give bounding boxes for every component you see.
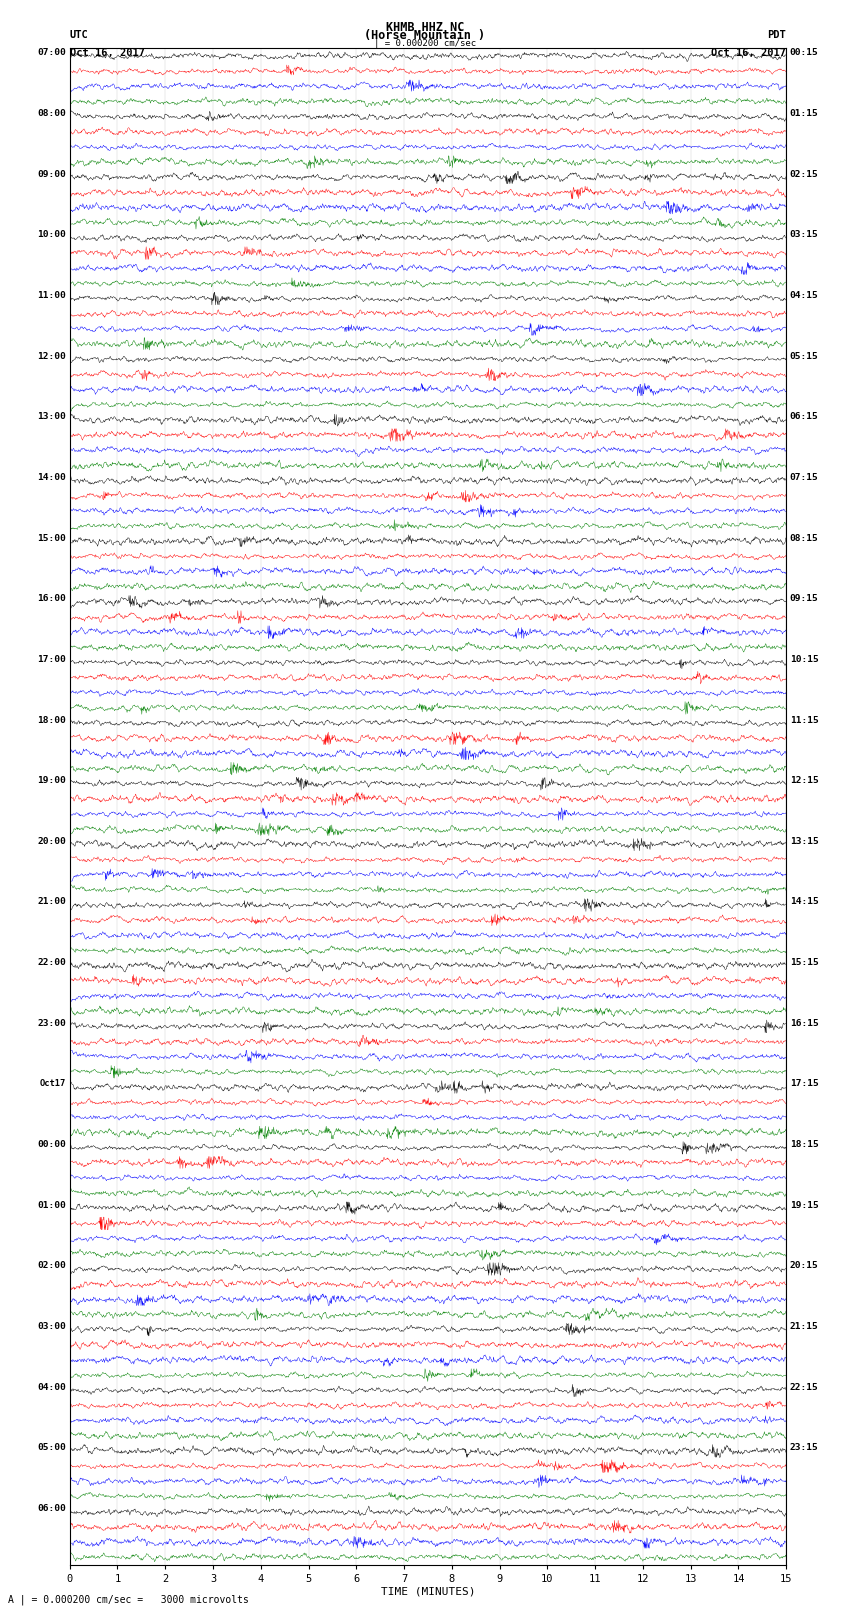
- Text: 16:15: 16:15: [790, 1019, 819, 1027]
- Text: 21:15: 21:15: [790, 1323, 819, 1331]
- Text: 09:15: 09:15: [790, 594, 819, 603]
- Text: 03:00: 03:00: [37, 1323, 66, 1331]
- Text: 23:00: 23:00: [37, 1019, 66, 1027]
- Text: 02:00: 02:00: [37, 1261, 66, 1271]
- Text: KHMB HHZ NC: KHMB HHZ NC: [386, 21, 464, 34]
- Text: (Horse Mountain ): (Horse Mountain ): [365, 29, 485, 42]
- Text: 00:15: 00:15: [790, 48, 819, 58]
- Text: 02:15: 02:15: [790, 169, 819, 179]
- Text: 09:00: 09:00: [37, 169, 66, 179]
- Text: 16:00: 16:00: [37, 594, 66, 603]
- Text: | = 0.000200 cm/sec: | = 0.000200 cm/sec: [374, 39, 476, 48]
- Text: 18:15: 18:15: [790, 1140, 819, 1148]
- Text: 20:15: 20:15: [790, 1261, 819, 1271]
- Text: 23:15: 23:15: [790, 1444, 819, 1452]
- Text: 08:15: 08:15: [790, 534, 819, 542]
- Text: 21:00: 21:00: [37, 897, 66, 907]
- Text: 05:00: 05:00: [37, 1444, 66, 1452]
- Text: 01:00: 01:00: [37, 1200, 66, 1210]
- Text: 13:15: 13:15: [790, 837, 819, 845]
- Text: 01:15: 01:15: [790, 110, 819, 118]
- Text: 03:15: 03:15: [790, 231, 819, 239]
- Text: 20:00: 20:00: [37, 837, 66, 845]
- Text: Oct17: Oct17: [40, 1079, 66, 1089]
- Text: 15:15: 15:15: [790, 958, 819, 968]
- Text: 11:00: 11:00: [37, 290, 66, 300]
- Text: 08:00: 08:00: [37, 110, 66, 118]
- Text: 22:00: 22:00: [37, 958, 66, 968]
- Text: 17:00: 17:00: [37, 655, 66, 665]
- Text: 00:00: 00:00: [37, 1140, 66, 1148]
- Text: 06:00: 06:00: [37, 1503, 66, 1513]
- Text: 10:15: 10:15: [790, 655, 819, 665]
- Text: 19:00: 19:00: [37, 776, 66, 786]
- Text: 11:15: 11:15: [790, 716, 819, 724]
- Text: 14:15: 14:15: [790, 897, 819, 907]
- Text: A | = 0.000200 cm/sec =   3000 microvolts: A | = 0.000200 cm/sec = 3000 microvolts: [8, 1594, 249, 1605]
- Text: 19:15: 19:15: [790, 1200, 819, 1210]
- Text: UTC: UTC: [70, 31, 88, 40]
- Text: 04:15: 04:15: [790, 290, 819, 300]
- Text: 05:15: 05:15: [790, 352, 819, 361]
- Text: Oct 16, 2017: Oct 16, 2017: [70, 48, 144, 58]
- Text: 04:00: 04:00: [37, 1382, 66, 1392]
- Text: 13:00: 13:00: [37, 413, 66, 421]
- X-axis label: TIME (MINUTES): TIME (MINUTES): [381, 1587, 475, 1597]
- Text: 06:15: 06:15: [790, 413, 819, 421]
- Text: 18:00: 18:00: [37, 716, 66, 724]
- Text: 22:15: 22:15: [790, 1382, 819, 1392]
- Text: 12:00: 12:00: [37, 352, 66, 361]
- Text: 07:00: 07:00: [37, 48, 66, 58]
- Text: PDT: PDT: [768, 31, 786, 40]
- Text: 14:00: 14:00: [37, 473, 66, 482]
- Text: Oct 16, 2017: Oct 16, 2017: [711, 48, 786, 58]
- Text: 07:15: 07:15: [790, 473, 819, 482]
- Text: 10:00: 10:00: [37, 231, 66, 239]
- Text: 12:15: 12:15: [790, 776, 819, 786]
- Text: 15:00: 15:00: [37, 534, 66, 542]
- Text: 17:15: 17:15: [790, 1079, 819, 1089]
